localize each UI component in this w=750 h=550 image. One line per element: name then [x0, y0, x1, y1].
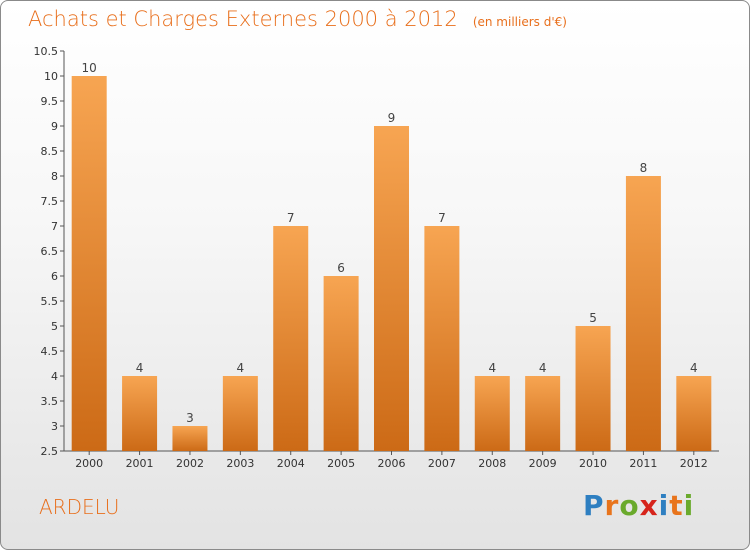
bar-2008[interactable]	[474, 376, 510, 451]
y-tick-label: 8.5	[41, 145, 59, 158]
y-tick-label: 5	[51, 320, 58, 333]
logo-letter: o	[619, 489, 640, 522]
y-tick-label: 4.5	[41, 345, 59, 358]
x-tick-label: 2004	[277, 457, 305, 470]
bar-2003[interactable]	[222, 376, 258, 451]
x-tick-label: 2007	[428, 457, 456, 470]
y-tick-label: 6	[51, 270, 58, 283]
bar-2010[interactable]	[575, 326, 611, 451]
data-label-2009: 4	[539, 361, 547, 375]
data-label-2007: 7	[438, 211, 446, 225]
logo-letter: x	[639, 489, 659, 522]
y-tick-label: 3.5	[41, 395, 59, 408]
logo-letter: P	[583, 489, 605, 522]
chart-title: Achats et Charges Externes 2000 à 2012 (…	[28, 7, 567, 31]
chart-unit-label: (en milliers d'€)	[472, 15, 567, 29]
data-label-2001: 4	[136, 361, 144, 375]
logo-letter: t	[669, 489, 684, 522]
x-tick-label: 2011	[629, 457, 657, 470]
bar-2002[interactable]	[172, 426, 208, 451]
y-tick-label: 2.5	[41, 445, 59, 458]
chart-title-text: Achats et Charges Externes 2000 à 2012	[28, 7, 458, 31]
x-tick-label: 2008	[478, 457, 506, 470]
y-tick-label: 7.5	[41, 195, 59, 208]
data-label-2012: 4	[690, 361, 698, 375]
y-tick-label: 4	[51, 370, 58, 383]
bar-2011[interactable]	[625, 176, 661, 451]
bar-2009[interactable]	[525, 376, 561, 451]
data-label-2006: 9	[388, 111, 396, 125]
bar-2012[interactable]	[676, 376, 712, 451]
y-tick-label: 6.5	[41, 245, 59, 258]
data-label-2010: 5	[589, 311, 597, 325]
data-label-2002: 3	[186, 411, 194, 425]
x-tick-label: 2006	[378, 457, 406, 470]
x-tick-label: 2001	[126, 457, 154, 470]
y-tick-label: 9.5	[41, 95, 59, 108]
y-tick-label: 7	[51, 220, 58, 233]
bar-2000[interactable]	[71, 76, 107, 451]
logo-letter: r	[604, 489, 620, 522]
x-tick-label: 2000	[75, 457, 103, 470]
x-tick-label: 2002	[176, 457, 204, 470]
y-tick-label: 9	[51, 120, 58, 133]
bar-2004[interactable]	[273, 226, 309, 451]
x-tick-label: 2012	[680, 457, 708, 470]
x-tick-label: 2003	[226, 457, 254, 470]
proxiti-logo[interactable]: Proxiti	[583, 489, 694, 522]
bar-2007[interactable]	[424, 226, 460, 451]
y-tick-label: 8	[51, 170, 58, 183]
data-label-2003: 4	[237, 361, 245, 375]
y-tick-label: 5.5	[41, 295, 59, 308]
logo-letter: i	[658, 489, 670, 522]
bar-2001[interactable]	[122, 376, 158, 451]
logo-letter: i	[683, 489, 695, 522]
bar-2005[interactable]	[323, 276, 359, 451]
data-label-2011: 8	[640, 161, 648, 175]
x-tick-label: 2005	[327, 457, 355, 470]
data-label-2008: 4	[488, 361, 496, 375]
bar-2006[interactable]	[374, 126, 409, 451]
x-tick-label: 2010	[579, 457, 607, 470]
data-label-2004: 7	[287, 211, 295, 225]
commune-name: ARDELU	[39, 495, 120, 519]
data-label-2005: 6	[337, 261, 345, 275]
y-tick-label: 3	[51, 420, 58, 433]
data-label-2000: 10	[82, 61, 97, 75]
y-tick-label: 10	[44, 70, 58, 83]
x-tick-label: 2009	[529, 457, 557, 470]
y-tick-label: 10.5	[34, 45, 59, 58]
